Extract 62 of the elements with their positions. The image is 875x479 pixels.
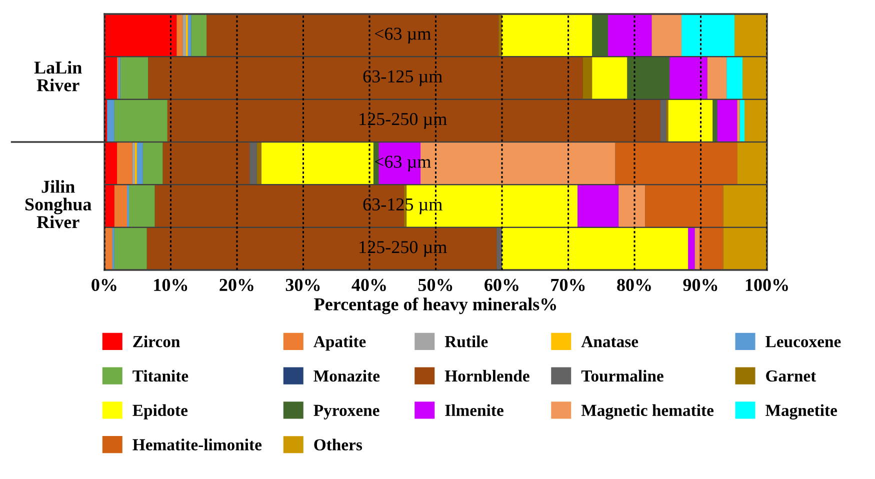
bar — [256, 142, 262, 184]
bar — [712, 100, 718, 142]
bar — [592, 57, 628, 99]
bar — [250, 142, 257, 184]
bar — [176, 14, 183, 56]
bar — [717, 100, 738, 142]
legend-label: Others — [314, 438, 362, 450]
legend-label: Tourmaline — [581, 370, 664, 382]
legend-label: Garnet — [766, 370, 816, 382]
bar — [136, 142, 143, 184]
legend-label: Apatite — [314, 336, 366, 351]
bar — [618, 185, 646, 227]
bar — [578, 185, 619, 227]
legend-label: Rutile — [444, 336, 488, 348]
legend-label: Magnetic hematite — [581, 404, 714, 420]
bar — [660, 100, 666, 142]
bar — [107, 100, 114, 142]
legend-label: Titanite — [132, 370, 188, 382]
bar — [191, 14, 207, 56]
bar — [670, 57, 708, 99]
bar — [496, 228, 502, 270]
bar — [608, 14, 652, 56]
bar — [652, 14, 682, 56]
x-tick-label: 40% — [352, 278, 386, 292]
bar — [262, 142, 374, 184]
x-tick-label: 100% — [746, 278, 788, 292]
legend-label: Zircon — [133, 336, 180, 348]
y-tick-label: 125-250 µm — [360, 113, 447, 129]
legend-label: Pyroxene — [314, 404, 380, 420]
x-tick-label: 50% — [418, 278, 452, 292]
text: Jilin Songhua River — [25, 180, 92, 228]
x-tick-label: 20% — [220, 278, 254, 292]
bar — [132, 142, 135, 184]
legend-label: Anatase — [581, 336, 638, 348]
legend-label: Leucoxene — [766, 336, 841, 348]
bar — [668, 100, 713, 142]
bar — [502, 14, 592, 56]
x-tick-label: 60% — [484, 278, 518, 292]
legend-label: Monazite — [314, 370, 380, 382]
legend-label: Epidote — [132, 404, 188, 420]
bar — [188, 14, 192, 56]
bar — [688, 228, 695, 270]
x-tick-label: 90% — [683, 278, 718, 292]
legend-label: Hornblende — [444, 370, 530, 382]
x-tick-label: 0% — [92, 278, 116, 292]
bar — [582, 57, 592, 99]
text: LaLin River — [34, 60, 82, 92]
bar — [694, 228, 700, 270]
bar — [592, 14, 608, 56]
legend-label: Ilmenite — [445, 404, 504, 416]
x-tick-label: 30% — [286, 278, 320, 292]
bar — [627, 57, 670, 99]
x-axis-title: Percentage of heavy minerals% — [314, 298, 556, 314]
x-tick-label: 80% — [617, 278, 651, 292]
y-tick-label: <63 µm — [374, 28, 431, 44]
bar — [737, 100, 740, 142]
legend-label: Magnetite — [766, 404, 838, 420]
bar — [707, 57, 727, 99]
bar — [182, 14, 186, 56]
x-tick-label: 70% — [551, 278, 585, 292]
x-tick-label: 10% — [154, 278, 188, 292]
legend-label: Hematite-limonite — [132, 438, 262, 450]
